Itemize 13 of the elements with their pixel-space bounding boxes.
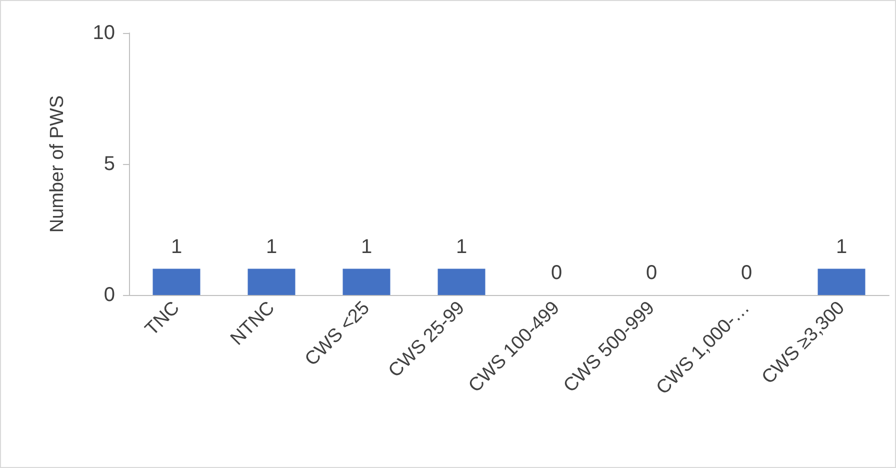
data-label: 0	[646, 262, 658, 284]
data-label: 1	[266, 236, 278, 258]
data-label: 1	[456, 236, 468, 258]
data-label: 0	[740, 262, 752, 284]
y-tick-label: 10	[92, 22, 115, 44]
y-axis-title: Number of PWS	[47, 95, 68, 233]
data-label: 1	[170, 236, 182, 258]
data-label: 1	[836, 236, 848, 258]
data-label: 0	[550, 262, 562, 284]
y-tick-label: 5	[104, 153, 115, 175]
y-tick-label: 0	[104, 284, 115, 306]
data-label: 1	[360, 236, 372, 258]
x-tick-label: TNC	[141, 298, 184, 340]
